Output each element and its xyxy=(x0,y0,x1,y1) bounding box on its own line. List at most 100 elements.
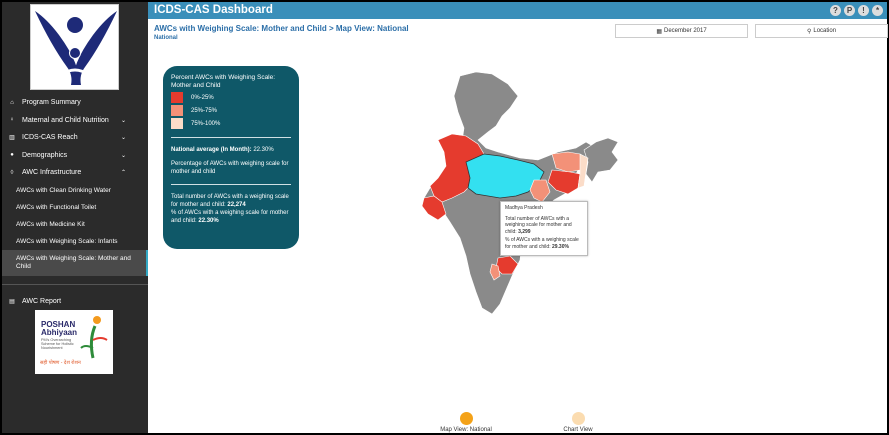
map-state-kerala[interactable] xyxy=(489,263,501,281)
map-state-gujarat[interactable] xyxy=(421,195,447,221)
breadcrumb-indicator[interactable]: AWCs with Weighing Scale: Mother and Chi… xyxy=(154,24,327,33)
bar-chart-icon: ▥ xyxy=(9,135,15,142)
tooltip-total: Total number of AWCs with a weighing sca… xyxy=(505,216,583,236)
dashboard-title: ICDS-CAS Dashboard xyxy=(154,4,273,16)
sidebar-divider xyxy=(2,284,148,285)
breadcrumb: AWCs with Weighing Scale: Mother and Chi… xyxy=(154,24,409,33)
india-map xyxy=(421,71,619,315)
chevron-down-icon: ⌄ xyxy=(120,135,126,142)
calendar-icon: ▦ xyxy=(656,28,662,35)
date-filter-button[interactable]: ▦ December 2017 xyxy=(615,24,748,38)
map-state-jharkhand[interactable] xyxy=(547,169,581,195)
map-state-northeast[interactable] xyxy=(583,137,619,183)
report-icon: ▤ xyxy=(9,299,15,306)
panel-divider xyxy=(171,184,291,185)
legend-item-low: 0%-25% xyxy=(171,92,291,103)
poshan-subtitle: Abhiyaan xyxy=(41,328,78,337)
national-average: National average (In Month): 22.30% xyxy=(171,146,291,154)
total-awcs-label: Total number of AWCs with a weighing sca… xyxy=(171,194,289,208)
breadcrumb-separator: > xyxy=(328,24,334,33)
sidebar-item-awc-report[interactable]: ▤ AWC Report xyxy=(2,293,148,311)
alert-icon[interactable]: ! xyxy=(858,5,869,16)
sidebar: ⌂ Program Summary ♀ Maternal and Child N… xyxy=(2,2,148,433)
bulb-icon: ◊ xyxy=(10,169,14,176)
top-header: ICDS-CAS Dashboard ? P ! * xyxy=(148,2,887,19)
total-awcs-value: 22,274 xyxy=(227,202,246,208)
sidebar-item-maternal-child-nutrition[interactable]: ♀ Maternal and Child Nutrition ⌄ xyxy=(2,112,148,130)
legend-item-high: 75%-100% xyxy=(171,118,291,129)
poshan-abhiyaan-logo: POSHAN Abhiyaan PM's Overarching Scheme … xyxy=(35,310,113,374)
sidebar-item-label: Demographics xyxy=(22,151,68,159)
home-icon: ⌂ xyxy=(10,99,14,106)
legend-panel: Percent AWCs with Weighing Scale: Mother… xyxy=(163,66,299,249)
nutrition-icon: ♀ xyxy=(9,117,15,124)
legend-swatch-low xyxy=(171,92,183,103)
sidebar-item-label: Program Summary xyxy=(22,99,81,107)
percent-awcs-label: % of AWCs with a weighing scale for moth… xyxy=(171,210,289,224)
map-tooltip: Madhya Pradesh Total number of AWCs with… xyxy=(500,201,588,256)
map-state-madhya-pradesh[interactable] xyxy=(465,153,545,199)
chart-view-toggle[interactable]: Chart View xyxy=(558,412,598,433)
poshan-hindi-slogan: सही पोषण - देश रोशन xyxy=(40,360,81,366)
sub-item-weighing-scale-mother-child[interactable]: AWCs with Weighing Scale: Mother and Chi… xyxy=(2,249,148,276)
poshan-title: POSHAN xyxy=(41,320,76,329)
tooltip-total-label: Total number of AWCs with a weighing sca… xyxy=(505,215,572,235)
chart-view-label: Chart View xyxy=(563,427,593,433)
tooltip-percent-value: 29.30% xyxy=(551,243,569,250)
tooltip-total-value: 3,299 xyxy=(518,228,531,235)
sidebar-item-label: Maternal and Child Nutrition xyxy=(22,116,109,124)
legend-swatch-mid xyxy=(171,105,183,116)
icds-logo xyxy=(30,4,119,90)
gear-icon[interactable]: * xyxy=(872,5,883,16)
percent-awcs-value: 22.30% xyxy=(198,218,219,224)
map-state-rajasthan[interactable] xyxy=(429,133,491,203)
map-view-dot xyxy=(459,412,473,425)
tooltip-percent: % of AWCs with a weighing scale for moth… xyxy=(505,237,583,250)
percent-awcs: % of AWCs with a weighing scale for moth… xyxy=(171,209,291,225)
sub-item-weighing-scale-infants[interactable]: AWCs with Weighing Scale: Infants xyxy=(16,237,118,245)
help-icon[interactable]: ? xyxy=(830,5,841,16)
print-icon[interactable]: P xyxy=(844,5,855,16)
sidebar-item-label: AWC Infrastructure xyxy=(22,169,82,177)
sidebar-item-label: AWC Report xyxy=(22,298,62,306)
chart-view-dot xyxy=(571,412,585,425)
legend-title: Percent AWCs with Weighing Scale: Mother… xyxy=(171,74,276,89)
sidebar-item-demographics[interactable]: ● Demographics ⌄ xyxy=(2,147,148,165)
breadcrumb-level[interactable]: National xyxy=(154,35,178,41)
panel-divider xyxy=(171,137,291,138)
sidebar-nav: ⌂ Program Summary ♀ Maternal and Child N… xyxy=(2,94,148,276)
legend-label: 0%-25% xyxy=(191,94,214,101)
date-filter-label: December 2017 xyxy=(663,28,707,34)
national-average-label: National average (In Month): xyxy=(171,147,252,153)
map-state-west-bengal[interactable] xyxy=(577,153,589,189)
map-pin-icon: ⚲ xyxy=(806,28,812,35)
tooltip-percent-label: % of AWCs with a weighing scale for moth… xyxy=(505,237,579,250)
poshan-tagline: PM's Overarching Scheme for Holistic Nou… xyxy=(41,338,74,351)
breadcrumb-view: Map View: National xyxy=(335,24,409,33)
legend-label: 25%-75% xyxy=(191,107,218,114)
location-filter-button[interactable]: ⚲ Location xyxy=(755,24,888,38)
national-average-value: 22.30% xyxy=(253,147,274,153)
legend-item-mid: 25%-75% xyxy=(171,105,291,116)
tooltip-state-name: Madhya Pradesh xyxy=(505,205,543,211)
main-content: ICDS-CAS Dashboard ? P ! * AWCs with Wei… xyxy=(148,2,888,433)
users-icon: ● xyxy=(10,152,14,159)
map-view-label: Map View: National xyxy=(440,427,492,433)
chevron-down-icon: ⌄ xyxy=(120,152,126,159)
sub-item-clean-drinking-water[interactable]: AWCs with Clean Drinking Water xyxy=(16,186,111,194)
sidebar-item-label: ICDS-CAS Reach xyxy=(22,134,78,142)
sub-item-medicine-kit[interactable]: AWCs with Medicine Kit xyxy=(16,220,85,228)
legend-label: 75%-100% xyxy=(191,120,221,127)
sub-item-functional-toilet[interactable]: AWCs with Functional Toilet xyxy=(16,203,97,211)
sidebar-item-program-summary[interactable]: ⌂ Program Summary xyxy=(2,94,148,112)
chevron-down-icon: ⌄ xyxy=(120,117,126,124)
header-tools: ? P ! * xyxy=(830,5,883,16)
map-view-toggle[interactable]: Map View: National xyxy=(436,412,496,433)
sidebar-item-icds-cas-reach[interactable]: ▥ ICDS-CAS Reach ⌄ xyxy=(2,129,148,147)
location-filter-label: Location xyxy=(813,28,837,34)
indicator-description: Percentage of AWCs with weighing scale f… xyxy=(171,161,289,175)
sidebar-item-awc-infrastructure[interactable]: ◊ AWC Infrastructure ⌃ xyxy=(2,164,148,182)
total-awcs: Total number of AWCs with a weighing sca… xyxy=(171,193,291,209)
legend-swatch-high xyxy=(171,118,183,129)
chevron-up-icon: ⌃ xyxy=(120,170,126,177)
